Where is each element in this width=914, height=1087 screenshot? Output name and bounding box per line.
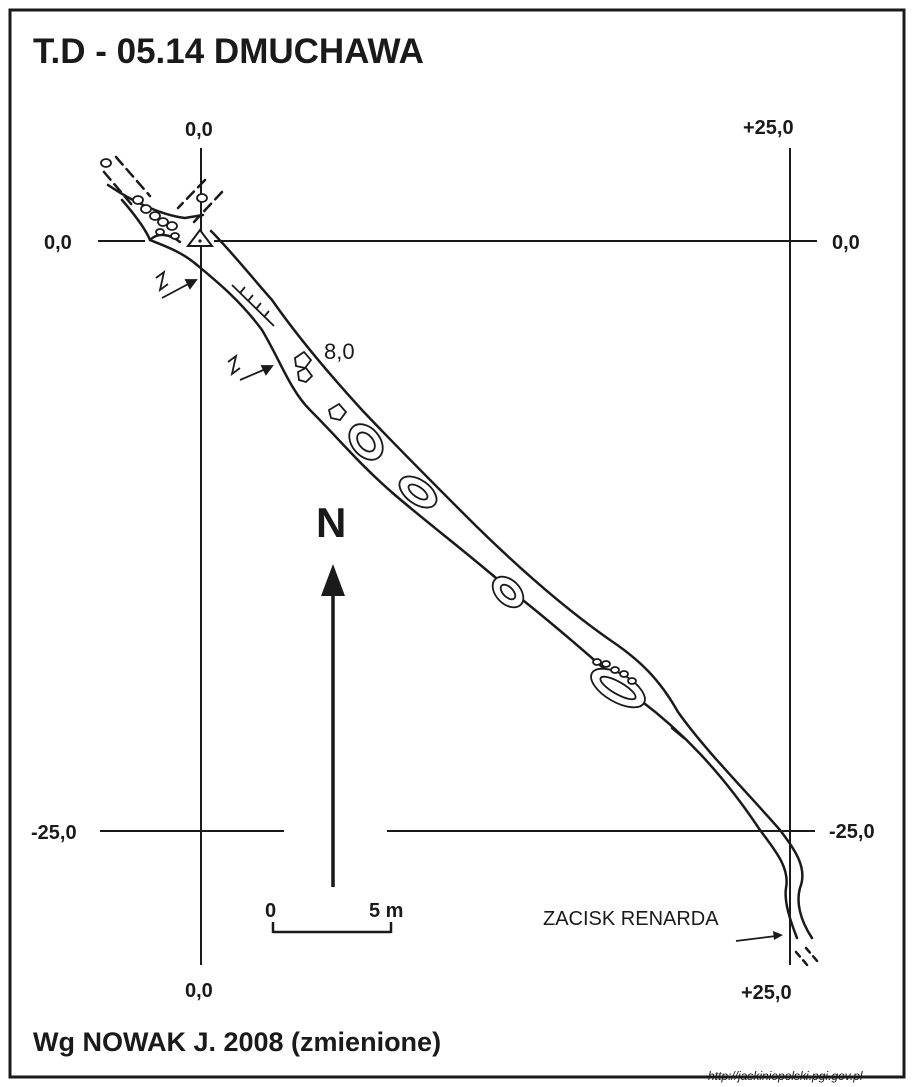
rock-icon — [627, 677, 637, 685]
rock-icon — [157, 217, 169, 227]
grid-label-top-right: +25,0 — [743, 117, 794, 139]
boulder-icon — [297, 366, 314, 384]
rock-icon — [155, 228, 165, 236]
source-url[interactable]: http://jaskiniepolski.pgi.gov.pl — [708, 1069, 863, 1083]
draft-arrow-head — [260, 365, 274, 376]
entrance-wall-inner — [148, 233, 182, 244]
passage-wall-east — [209, 229, 814, 940]
ledge-line — [231, 284, 275, 327]
map-frame — [8, 8, 906, 1079]
ledge-tick — [263, 310, 270, 318]
grid-label-top-left: 0,0 — [185, 119, 213, 141]
calcite-pool-inner-icon — [599, 675, 637, 701]
rock-icon — [592, 658, 602, 666]
grid-label-right-bottom: -25,0 — [829, 821, 875, 843]
entrance-dashed-2 — [102, 170, 134, 207]
entrance-dashed-4 — [192, 190, 224, 224]
air-draft-markers — [155, 269, 274, 381]
north-label: N — [316, 499, 346, 546]
scale-bar — [271, 922, 393, 934]
draft-letter-z — [155, 269, 169, 293]
survey-station-icon — [186, 228, 214, 247]
passage-wall-west — [195, 263, 799, 940]
rock-icon — [140, 204, 152, 214]
survey-station-dot — [198, 239, 202, 243]
rock-icon — [149, 211, 161, 221]
annotation-pointer-head — [773, 931, 783, 940]
cave-passage — [102, 155, 820, 968]
draft-letter-z — [227, 353, 241, 377]
calcite-pool-inner-icon — [407, 483, 429, 501]
scale-label-end: 5 m — [369, 900, 403, 922]
ledge-tick — [247, 294, 254, 302]
annotation-pointer — [735, 935, 777, 942]
ledge-tick — [239, 286, 246, 294]
grid-labels: 0,0 +25,0 0,0 0,0 -25,0 -25,0 0,0 +25,0 — [31, 117, 875, 1004]
cave-symbols — [100, 158, 646, 709]
ledge-tick — [255, 302, 262, 310]
grid-label-right-top: 0,0 — [832, 232, 860, 254]
north-arrow-icon — [321, 564, 345, 596]
boulder-icon — [294, 350, 313, 370]
rock-icon — [166, 221, 178, 231]
credit-text: Wg NOWAK J. 2008 (zmienione) — [33, 1027, 441, 1057]
grid-label-left-top: 0,0 — [44, 232, 72, 254]
rock-icon — [100, 158, 112, 168]
end-dashed-1 — [804, 946, 820, 964]
entrance-dashed-1 — [114, 155, 152, 198]
calcite-pool-inner-icon — [356, 431, 376, 453]
rock-icon — [619, 670, 629, 678]
passage-step — [670, 726, 686, 740]
annotation-label: ZACISK RENARDA — [543, 908, 719, 930]
draft-arrow-line — [161, 281, 193, 299]
grid-label-left-bottom: -25,0 — [31, 822, 77, 844]
rock-icon — [170, 232, 180, 240]
calcite-pool-inner-icon — [499, 583, 517, 601]
depth-label: 8,0 — [324, 339, 355, 364]
grid-label-bottom-left: 0,0 — [185, 980, 213, 1002]
grid-label-bottom-right: +25,0 — [741, 982, 792, 1004]
rock-icon — [196, 193, 208, 203]
end-dashed-2 — [794, 950, 810, 968]
scale-label-start: 0 — [265, 900, 276, 922]
map-title: T.D - 05.14 DMUCHAWA — [33, 32, 424, 71]
ledge-hatching — [231, 284, 275, 327]
draft-arrow-head — [184, 279, 198, 290]
rock-icon — [132, 195, 144, 205]
boulder-icon — [327, 402, 348, 422]
rock-icon — [601, 660, 611, 668]
entrance-dashed-3 — [176, 178, 207, 210]
coordinate-grid — [98, 148, 817, 965]
rock-icon — [610, 666, 620, 674]
